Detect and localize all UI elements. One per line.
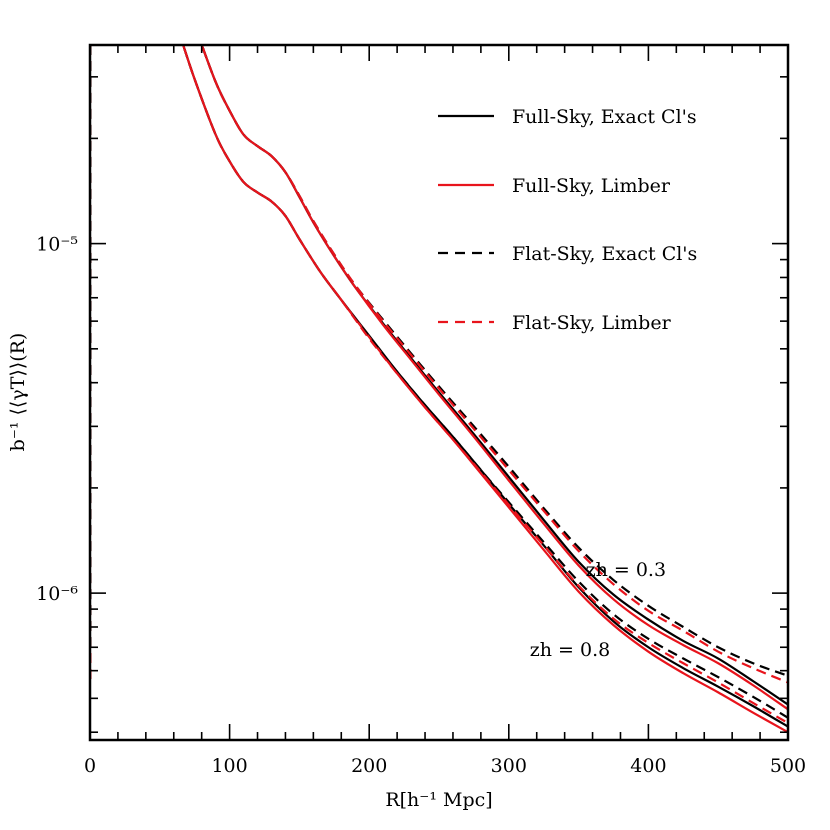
- legend-label: Full-Sky, Limber: [512, 175, 671, 197]
- series-layer: [90, 45, 788, 734]
- x-tick-label: 500: [770, 755, 806, 777]
- x-tick-label: 100: [211, 755, 247, 777]
- legend: Full-Sky, Exact Cl's Full-Sky, Limber Flat…: [438, 106, 697, 334]
- series-line-2: [200, 45, 788, 711]
- series-line-4: [200, 45, 788, 684]
- series-line-3: [200, 45, 788, 677]
- legend-label: Flat-Sky, Exact Cl's: [512, 243, 697, 265]
- annotation-label: zh = 0.8: [530, 639, 610, 661]
- tick-labels: 0 100 200 300 400 500 10⁻⁶ 10⁻⁵: [36, 234, 806, 777]
- annotations: zh = 0.3 zh = 0.8: [530, 559, 666, 661]
- x-tick-label: 300: [491, 755, 527, 777]
- series-line-6: [182, 45, 788, 734]
- series-line-1: [200, 45, 788, 706]
- y-axis-label: b⁻¹ ⟨⟨γT⟩⟩(R): [7, 333, 29, 452]
- series-line-7: [182, 45, 788, 719]
- plot-frame: [88, 43, 790, 742]
- series-line-8: [182, 45, 788, 724]
- x-axis-label: R[h⁻¹ Mpc]: [385, 789, 492, 811]
- legend-label: Flat-Sky, Limber: [512, 312, 672, 334]
- annotation-label: zh = 0.3: [586, 559, 666, 581]
- legend-label: Full-Sky, Exact Cl's: [512, 106, 697, 128]
- x-tick-label: 400: [630, 755, 666, 777]
- y-tick-label: 10⁻⁶: [36, 583, 78, 605]
- y-tick-label: 10⁻⁵: [36, 234, 78, 256]
- series-line-5: [182, 45, 788, 728]
- x-tick-label: 200: [351, 755, 387, 777]
- ticks-layer: [89, 45, 789, 740]
- x-tick-label: 0: [84, 755, 96, 777]
